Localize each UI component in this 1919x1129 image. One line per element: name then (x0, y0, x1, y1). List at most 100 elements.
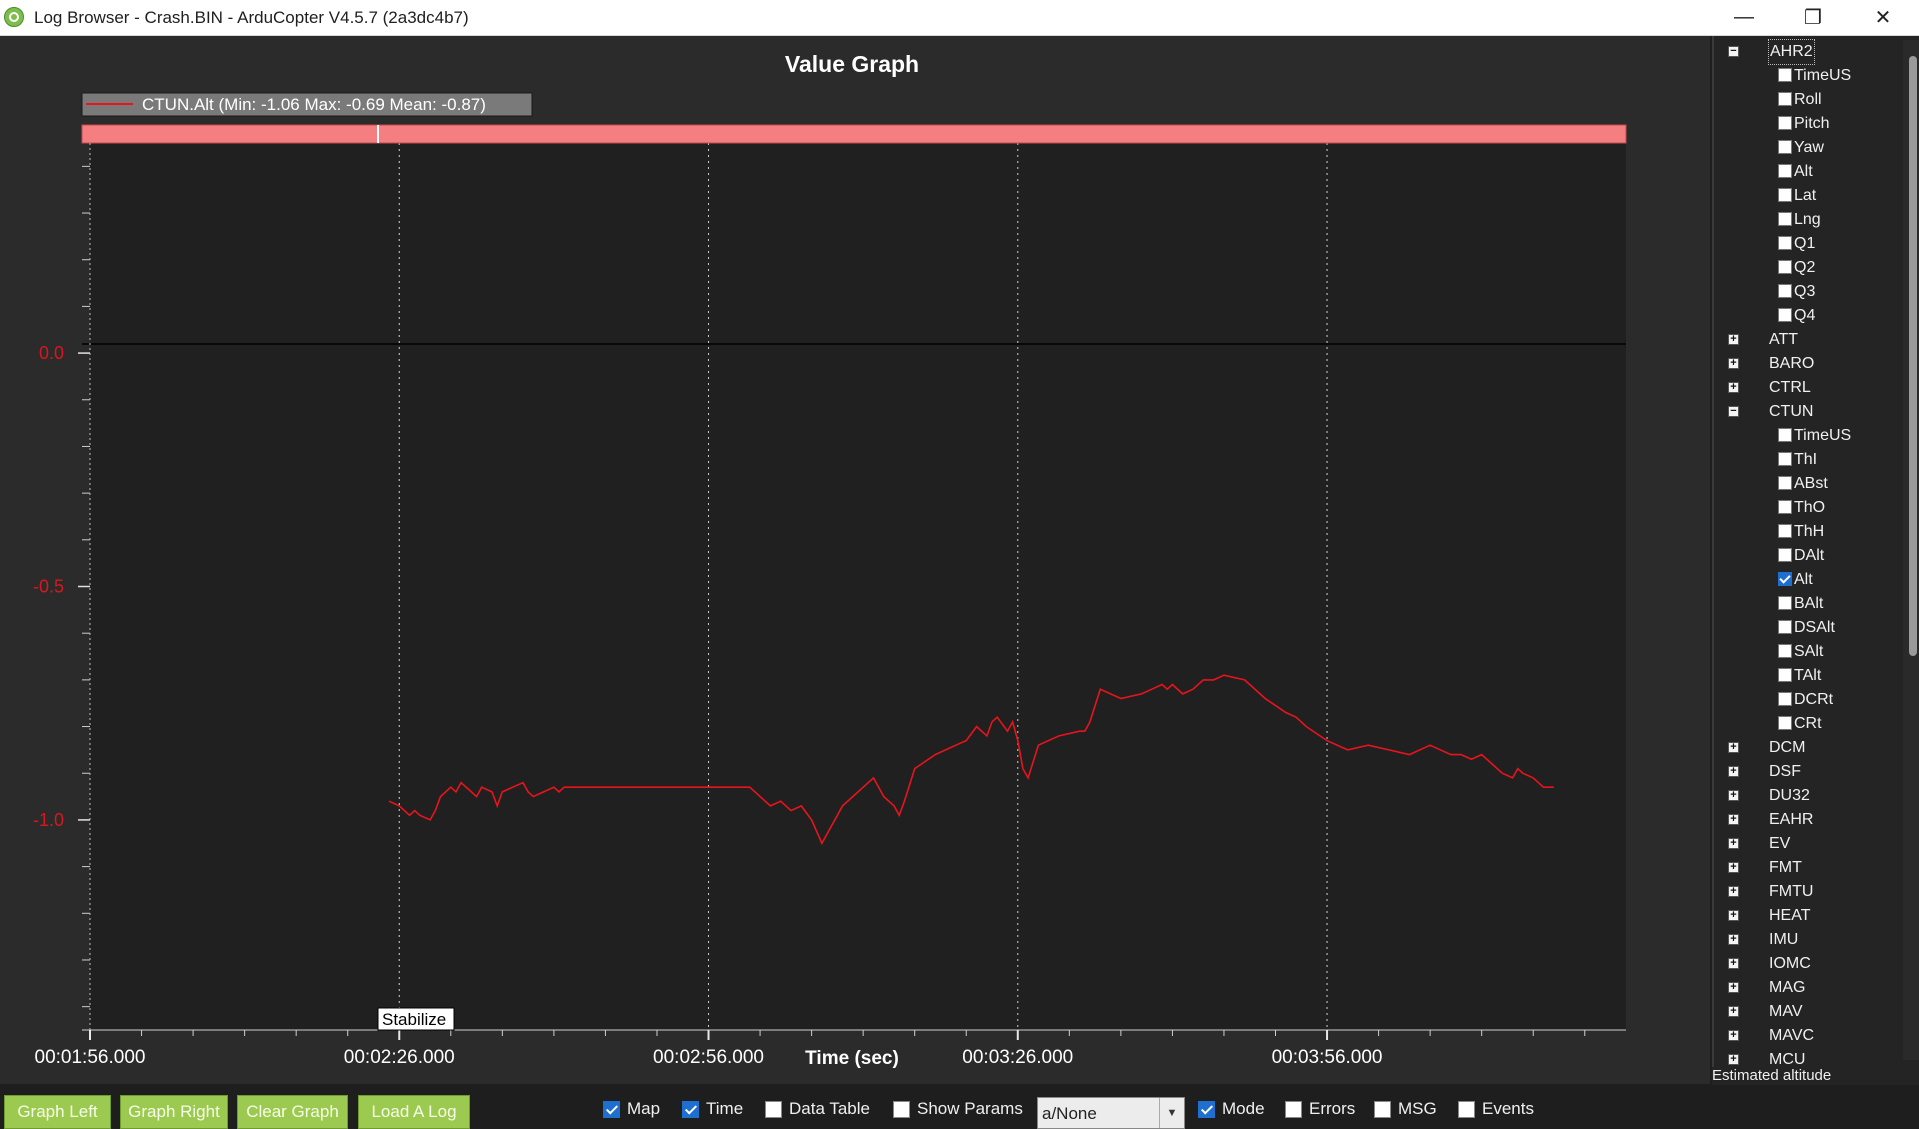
tree-field-abst[interactable]: ABst (1778, 472, 1828, 496)
msg-checkbox[interactable] (1374, 1100, 1391, 1118)
tree-group-mavc[interactable]: + MAVC (1714, 1024, 1904, 1048)
tree-group-iomc[interactable]: + IOMC (1714, 952, 1904, 976)
tree-field-alt[interactable]: Alt (1778, 568, 1813, 592)
expand-icon[interactable]: + (1728, 814, 1739, 825)
field-checkbox[interactable] (1778, 524, 1792, 538)
field-checkbox[interactable] (1778, 260, 1792, 274)
tree-field-thi[interactable]: ThI (1778, 448, 1817, 472)
tree-field-pitch[interactable]: Pitch (1778, 112, 1830, 136)
expand-icon[interactable]: + (1728, 1030, 1739, 1041)
tree-field-q2[interactable]: Q2 (1778, 256, 1815, 280)
tree-field-yaw[interactable]: Yaw (1778, 136, 1824, 160)
graph-panel[interactable]: Value Graph CTUN.Alt (Min: -1.06 Max: -0… (0, 36, 1710, 1084)
tree-group-eahr[interactable]: + EAHR (1714, 808, 1904, 832)
tree-group-mag[interactable]: + MAG (1714, 976, 1904, 1000)
field-checkbox[interactable] (1778, 716, 1792, 730)
field-checkbox[interactable] (1778, 164, 1792, 178)
field-checkbox[interactable] (1778, 644, 1792, 658)
tree-group-ev[interactable]: + EV (1714, 832, 1904, 856)
tree-group-fmt[interactable]: + FMT (1714, 856, 1904, 880)
tree-field-crt[interactable]: CRt (1778, 712, 1822, 736)
tree-group-att[interactable]: + ATT (1714, 328, 1904, 352)
load-log-button[interactable]: Load A Log (358, 1095, 470, 1129)
tree-group-du32[interactable]: + DU32 (1714, 784, 1904, 808)
mode-filter-select[interactable]: a/None ▼ (1037, 1097, 1185, 1129)
expand-icon[interactable]: + (1728, 1054, 1739, 1065)
tree-group-ctun[interactable]: − CTUN (1714, 400, 1904, 424)
field-checkbox[interactable] (1778, 620, 1792, 634)
graph-left-button[interactable]: Graph Left (4, 1095, 111, 1129)
field-checkbox[interactable] (1778, 692, 1792, 706)
mode-option[interactable]: Mode (1198, 1098, 1265, 1120)
graph-right-button[interactable]: Graph Right (120, 1095, 228, 1129)
tree-scroll-thumb[interactable] (1909, 56, 1917, 656)
tree-field-dcrt[interactable]: DCRt (1778, 688, 1833, 712)
expand-icon[interactable]: + (1728, 838, 1739, 849)
errors-option[interactable]: Errors (1285, 1098, 1355, 1120)
tree-field-balt[interactable]: BAlt (1778, 592, 1823, 616)
expand-icon[interactable]: + (1728, 742, 1739, 753)
tree-field-dalt[interactable]: DAlt (1778, 544, 1824, 568)
tree-field-alt[interactable]: Alt (1778, 160, 1813, 184)
close-button[interactable]: ✕ (1874, 7, 1892, 29)
tree-field-lat[interactable]: Lat (1778, 184, 1816, 208)
minimize-button[interactable]: — (1734, 6, 1754, 28)
field-checkbox[interactable] (1778, 428, 1792, 442)
expand-icon[interactable]: + (1728, 382, 1739, 393)
tree-group-mav[interactable]: + MAV (1714, 1000, 1904, 1024)
tree-group-ahr2[interactable]: − AHR2 (1714, 39, 1904, 65)
field-checkbox[interactable] (1778, 548, 1792, 562)
expand-icon[interactable]: + (1728, 1006, 1739, 1017)
tree-field-talt[interactable]: TAlt (1778, 664, 1821, 688)
expand-icon[interactable]: + (1728, 334, 1739, 345)
field-checkbox[interactable] (1778, 668, 1792, 682)
events-checkbox[interactable] (1458, 1100, 1475, 1118)
expand-icon[interactable]: + (1728, 358, 1739, 369)
time-option[interactable]: Time (682, 1098, 743, 1120)
field-tree[interactable]: − AHR2 TimeUS Roll Pitch Yaw Alt Lat Lng Q1 Q2 Q3 Q4… (1712, 36, 1919, 1084)
field-checkbox[interactable] (1778, 572, 1792, 586)
show-params-checkbox[interactable] (893, 1100, 910, 1118)
field-checkbox[interactable] (1778, 308, 1792, 322)
tree-group-baro[interactable]: + BARO (1714, 352, 1904, 376)
chevron-down-icon[interactable]: ▼ (1159, 1098, 1184, 1128)
field-checkbox[interactable] (1778, 68, 1792, 82)
field-checkbox[interactable] (1778, 476, 1792, 490)
tree-field-roll[interactable]: Roll (1778, 88, 1822, 112)
expand-icon[interactable]: + (1728, 934, 1739, 945)
clear-graph-button[interactable]: Clear Graph (237, 1095, 348, 1129)
value-graph[interactable]: Value Graph CTUN.Alt (Min: -1.06 Max: -0… (0, 36, 1710, 1084)
data-table-checkbox[interactable] (765, 1100, 782, 1118)
tree-group-dcm[interactable]: + DCM (1714, 736, 1904, 760)
collapse-icon[interactable]: − (1728, 406, 1739, 417)
msg-option[interactable]: MSG (1374, 1098, 1437, 1120)
expand-icon[interactable]: + (1728, 982, 1739, 993)
errors-checkbox[interactable] (1285, 1100, 1302, 1118)
expand-icon[interactable]: + (1728, 958, 1739, 969)
tree-group-heat[interactable]: + HEAT (1714, 904, 1904, 928)
field-checkbox[interactable] (1778, 116, 1792, 130)
field-checkbox[interactable] (1778, 452, 1792, 466)
field-checkbox[interactable] (1778, 140, 1792, 154)
tree-field-lng[interactable]: Lng (1778, 208, 1821, 232)
map-checkbox[interactable] (603, 1100, 620, 1118)
events-option[interactable]: Events (1458, 1098, 1534, 1120)
tree-field-q1[interactable]: Q1 (1778, 232, 1815, 256)
tree-field-dsalt[interactable]: DSAlt (1778, 616, 1835, 640)
expand-icon[interactable]: + (1728, 766, 1739, 777)
field-checkbox[interactable] (1778, 236, 1792, 250)
tree-group-ctrl[interactable]: + CTRL (1714, 376, 1904, 400)
field-checkbox[interactable] (1778, 188, 1792, 202)
field-checkbox[interactable] (1778, 284, 1792, 298)
plot-area[interactable] (90, 143, 1626, 1030)
expand-icon[interactable]: + (1728, 862, 1739, 873)
tree-field-timeus[interactable]: TimeUS (1778, 64, 1851, 88)
expand-icon[interactable]: + (1728, 790, 1739, 801)
tree-field-thh[interactable]: ThH (1778, 520, 1824, 544)
field-checkbox[interactable] (1778, 92, 1792, 106)
tree-group-imu[interactable]: + IMU (1714, 928, 1904, 952)
field-checkbox[interactable] (1778, 500, 1792, 514)
data-table-option[interactable]: Data Table (765, 1098, 870, 1120)
tree-group-dsf[interactable]: + DSF (1714, 760, 1904, 784)
mode-checkbox[interactable] (1198, 1100, 1215, 1118)
